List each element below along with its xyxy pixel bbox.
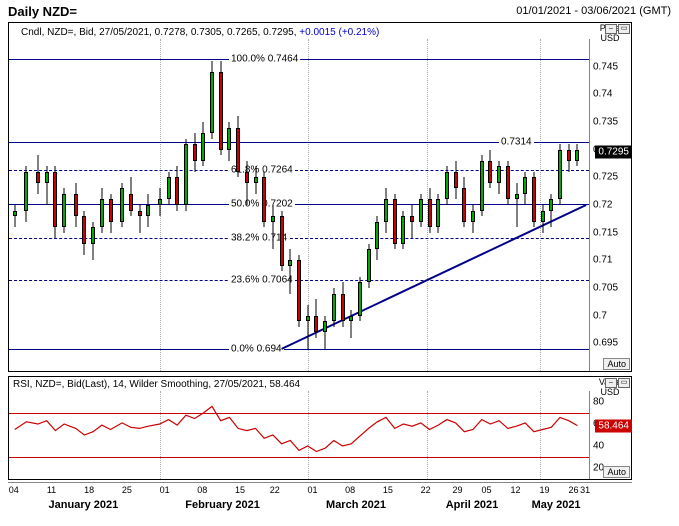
x-month-label: February 2021 bbox=[185, 499, 260, 511]
panel-controls-rsi: – ▭ bbox=[605, 378, 630, 388]
rsi-current-badge: 58.464 bbox=[595, 419, 632, 432]
rsi-line bbox=[9, 391, 589, 479]
maximize-icon[interactable]: ▭ bbox=[618, 24, 630, 34]
auto-scale-button[interactable]: Auto bbox=[603, 358, 630, 370]
y-tick-label: 0.725 bbox=[593, 172, 618, 183]
x-tick-label: 26 bbox=[568, 485, 578, 495]
y-tick-label: 0.7 bbox=[593, 310, 607, 321]
rsi-chart-panel[interactable]: RSI, NZD=, Bid(Last), 14, Wilder Smoothi… bbox=[8, 376, 632, 480]
current-price-badge: 0.7295 bbox=[595, 146, 632, 159]
x-tick-label: 18 bbox=[84, 485, 94, 495]
x-tick-label: 04 bbox=[9, 485, 19, 495]
price-chart-panel[interactable]: Cndl, NZD=, Bid, 27/05/2021, 0.7278, 0.7… bbox=[8, 22, 632, 372]
rsi-subtitle: RSI, NZD=, Bid(Last), 14, Wilder Smoothi… bbox=[13, 379, 300, 390]
y-tick-label: 0.745 bbox=[593, 61, 618, 72]
x-tick-label: 15 bbox=[235, 485, 245, 495]
y-tick-label: 0.74 bbox=[593, 89, 612, 100]
x-tick-label: 08 bbox=[197, 485, 207, 495]
x-month-label: January 2021 bbox=[49, 499, 119, 511]
x-tick-label: 19 bbox=[539, 485, 549, 495]
y-tick-label: 0.705 bbox=[593, 283, 618, 294]
price-y-axis: 0.6950.70.7050.710.7150.720.7250.730.735… bbox=[589, 39, 631, 371]
x-tick-label: 29 bbox=[452, 485, 462, 495]
x-tick-label: 25 bbox=[122, 485, 132, 495]
x-tick-label: 15 bbox=[383, 485, 393, 495]
y-tick-label: 0.715 bbox=[593, 227, 618, 238]
panel-controls: – ▭ bbox=[605, 24, 630, 34]
y-tick-label: 0.695 bbox=[593, 338, 618, 349]
y-tick-label: 20 bbox=[593, 463, 604, 474]
x-tick-label: 11 bbox=[47, 485, 56, 495]
x-tick-label: 01 bbox=[307, 485, 317, 495]
y-tick-label: 0.735 bbox=[593, 117, 618, 128]
y-tick-label: 80 bbox=[593, 397, 604, 408]
rsi-plot-area bbox=[9, 391, 589, 479]
chart-title: Daily NZD= bbox=[8, 4, 77, 19]
x-month-label: April 2021 bbox=[446, 499, 499, 511]
x-tick-label: 05 bbox=[481, 485, 491, 495]
x-tick-label: 22 bbox=[421, 485, 431, 495]
minimize-icon[interactable]: – bbox=[605, 378, 617, 388]
chart-container: Daily NZD= 01/01/2021 - 03/06/2021 (GMT)… bbox=[0, 0, 679, 526]
minimize-icon[interactable]: – bbox=[605, 24, 617, 34]
y-tick-label: 0.72 bbox=[593, 200, 612, 211]
price-plot-area: 0.0% 0.69423.6% 0.706438.2% 0.71450.0% 0… bbox=[9, 39, 589, 371]
x-tick-label: 12 bbox=[510, 485, 520, 495]
y-tick-label: 40 bbox=[593, 441, 604, 452]
x-tick-label: 22 bbox=[270, 485, 280, 495]
price-subtitle: Cndl, NZD=, Bid, 27/05/2021, 0.7278, 0.7… bbox=[13, 25, 387, 40]
x-tick-label: 01 bbox=[160, 485, 170, 495]
chart-header: Daily NZD= 01/01/2021 - 03/06/2021 (GMT) bbox=[0, 0, 679, 22]
x-month-label: March 2021 bbox=[326, 499, 386, 511]
time-axis: 04 11 18 25 01 08 15 22 01 08 15 22 29 05 12 19 26 Januar… bbox=[8, 482, 632, 520]
x-tick-label: 08 bbox=[345, 485, 355, 495]
x-month-label: May 2021 bbox=[532, 499, 581, 511]
x-tick-label: 31 bbox=[580, 485, 590, 495]
auto-scale-button-rsi[interactable]: Auto bbox=[603, 466, 630, 478]
y-tick-label: 0.71 bbox=[593, 255, 612, 266]
date-range: 01/01/2021 - 03/06/2021 (GMT) bbox=[516, 5, 671, 17]
maximize-icon[interactable]: ▭ bbox=[618, 378, 630, 388]
